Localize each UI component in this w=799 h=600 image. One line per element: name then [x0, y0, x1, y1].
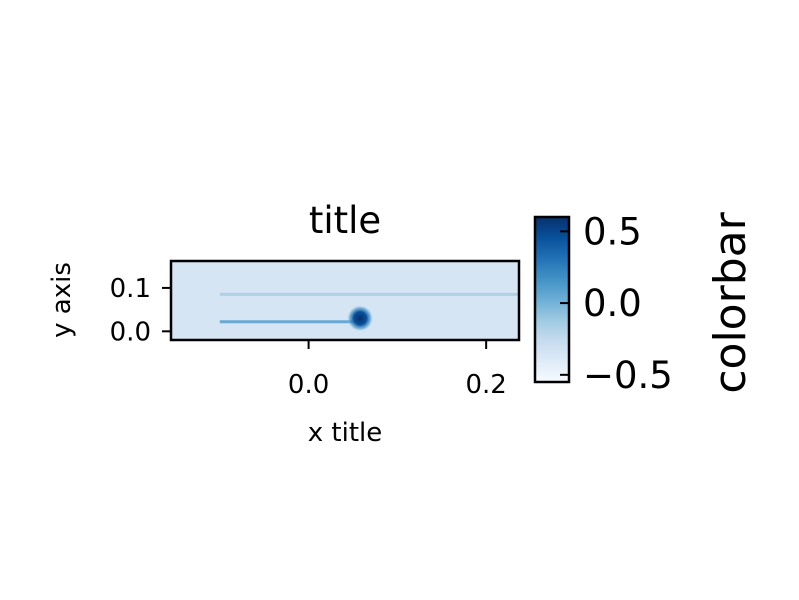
x-tick-label: 0.0 [288, 370, 329, 400]
heatmap-background [171, 261, 519, 340]
colorbar-label: colorbar [705, 211, 756, 393]
y-axis: 0.00.1 [110, 274, 171, 347]
colorbar-gradient [533, 215, 571, 384]
chart-title: title [309, 199, 381, 242]
colorbar-tick-label: −0.5 [583, 354, 673, 397]
y-axis-label: y axis [47, 262, 77, 338]
heatmap-features [219, 292, 519, 332]
heatmap-blob [347, 305, 374, 332]
y-tick-label: 0.0 [110, 317, 151, 347]
colorbar-ticks: 0.5 0.0 −0.5 [560, 210, 673, 397]
x-axis-label: x title [308, 418, 382, 448]
x-axis: 0.0 0.2 [288, 340, 507, 400]
x-tick-label: 0.2 [465, 370, 506, 400]
heatmap-plot-area [169, 259, 521, 342]
colorbar-tick-label: 0.5 [583, 210, 642, 253]
colorbar-tick-label: 0.0 [583, 282, 642, 325]
y-tick-label: 0.1 [110, 274, 151, 304]
colorbar: 0.5 0.0 −0.5 colorbar [533, 210, 756, 397]
plot-frame [169, 259, 521, 342]
